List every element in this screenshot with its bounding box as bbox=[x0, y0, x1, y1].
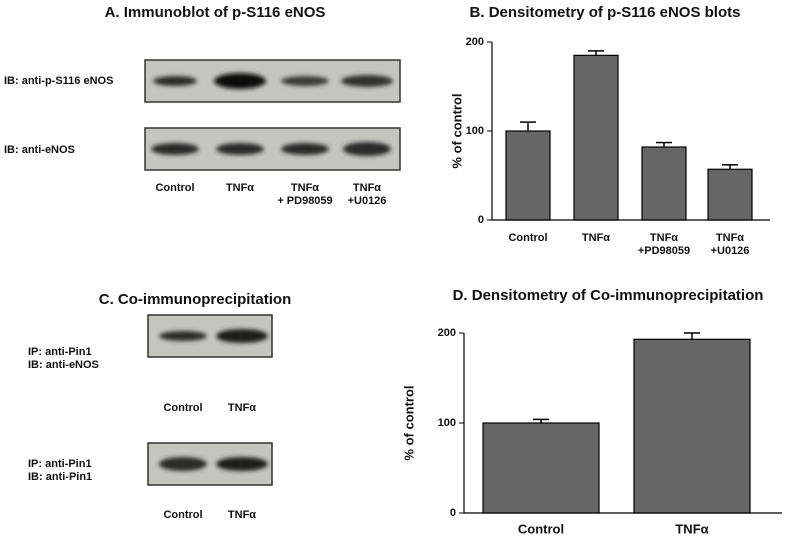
bar bbox=[573, 54, 619, 221]
y-tick-label: 200 bbox=[466, 36, 484, 48]
y-tick-label: 100 bbox=[466, 125, 484, 137]
lane-label: Control bbox=[163, 402, 202, 414]
panel-title: C. Co-immunoprecipitation bbox=[99, 291, 292, 308]
bar bbox=[707, 168, 753, 221]
panel-title: A. Immunoblot of p-S116 eNOS bbox=[105, 4, 326, 21]
blot-band bbox=[151, 143, 199, 155]
lane-label: TNFα +U0126 bbox=[348, 182, 387, 207]
lane-label: TNFα + PD98059 bbox=[277, 182, 332, 207]
x-tick-label: TNFα bbox=[675, 521, 708, 536]
blot-band bbox=[216, 143, 264, 155]
y-tick-label: 0 bbox=[450, 507, 456, 519]
x-tick-label: Control bbox=[508, 232, 547, 244]
blot-band bbox=[216, 329, 268, 343]
x-tick-label: TNFα bbox=[582, 232, 610, 244]
blot-band bbox=[153, 76, 197, 86]
blot-band bbox=[214, 73, 266, 89]
y-axis-label: % of control bbox=[401, 385, 416, 460]
chart-title: B. Densitometry of p-S116 eNOS blots bbox=[470, 4, 741, 21]
blot-band bbox=[159, 457, 207, 471]
bar bbox=[482, 422, 600, 514]
bar bbox=[505, 130, 551, 221]
x-tick-label: TNFα +U0126 bbox=[711, 232, 750, 257]
y-tick-label: 200 bbox=[438, 327, 456, 339]
blot-band bbox=[159, 331, 207, 341]
blot-label: IB: anti-eNOS bbox=[4, 144, 75, 156]
y-tick-label: 0 bbox=[478, 214, 484, 226]
x-tick-label: TNFα +PD98059 bbox=[638, 232, 690, 257]
lane-label: TNFα bbox=[228, 402, 256, 414]
y-axis-label: % of control bbox=[449, 93, 464, 168]
lane-label: TNFα bbox=[226, 182, 254, 194]
blot-label: IP: anti-Pin1 IB: anti-eNOS bbox=[28, 346, 99, 371]
blot-label: IB: anti-p-S116 eNOS bbox=[4, 75, 113, 87]
blot-band bbox=[281, 143, 329, 155]
chart-title: D. Densitometry of Co-immunoprecipitatio… bbox=[453, 287, 764, 304]
lane-label: Control bbox=[155, 182, 194, 194]
blot-label: IP: anti-Pin1 IB: anti-Pin1 bbox=[28, 458, 92, 483]
bar bbox=[633, 338, 751, 514]
blot-band bbox=[281, 76, 329, 86]
y-tick-label: 100 bbox=[438, 417, 456, 429]
blot-band bbox=[216, 457, 268, 471]
blot-band bbox=[341, 75, 393, 87]
blot-band bbox=[343, 142, 391, 156]
bar bbox=[641, 146, 687, 221]
lane-label: TNFα bbox=[228, 509, 256, 521]
x-tick-label: Control bbox=[518, 521, 564, 536]
lane-label: Control bbox=[163, 509, 202, 521]
